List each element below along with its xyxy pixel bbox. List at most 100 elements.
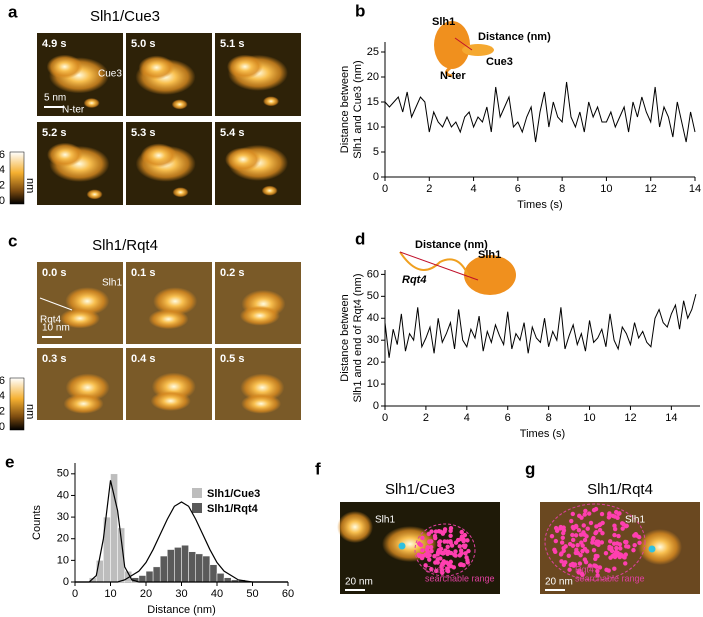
- position-dot: [442, 527, 448, 532]
- y-tick-label: 25: [367, 46, 379, 58]
- label: Slh1: [478, 249, 501, 261]
- position-dot: [570, 543, 576, 548]
- afm-blob: [337, 511, 373, 543]
- position-dot: [594, 529, 599, 535]
- x-tick-label: 2: [426, 183, 432, 195]
- center-dot: [648, 545, 656, 553]
- position-dot: [593, 553, 599, 559]
- position-dot: [559, 559, 564, 564]
- label: searchable range: [575, 573, 645, 583]
- histogram-bar: [110, 473, 118, 583]
- x-tick-label: 6: [505, 412, 511, 424]
- afm-blob: [46, 54, 83, 79]
- histogram-bar: [216, 573, 225, 583]
- label: nm: [24, 178, 36, 193]
- y-tick-label: 50: [367, 290, 379, 302]
- position-dot: [427, 553, 432, 558]
- position-dot: [591, 507, 597, 513]
- position-dot: [432, 554, 437, 559]
- position-dot: [573, 533, 579, 538]
- position-dot: [597, 565, 603, 570]
- histogram-bar: [138, 575, 147, 583]
- label: Cue3: [486, 56, 513, 68]
- y-axis-label: Slh1 and Cue3 (nm): [352, 60, 364, 158]
- position-dot: [554, 528, 560, 534]
- label: 0.4 s: [131, 353, 155, 365]
- y-tick-label: 10: [367, 121, 379, 133]
- position-dot: [429, 567, 434, 572]
- position-dot: [433, 535, 438, 541]
- label: b: [355, 1, 365, 20]
- label: 0: [0, 195, 5, 207]
- y-tick-label: 20: [367, 71, 379, 83]
- x-tick-label: 12: [624, 412, 636, 424]
- position-dot: [582, 512, 587, 517]
- position-dot: [566, 553, 572, 558]
- label: Slh1/Cue3: [90, 8, 160, 25]
- afm-blob: [140, 143, 177, 168]
- y-axis-label: Slh1 and end of Rqt4 (nm): [352, 273, 364, 402]
- label: d: [355, 229, 365, 248]
- x-axis-label: Distance (nm): [147, 604, 215, 616]
- x-axis-label: Times (s): [517, 199, 562, 211]
- position-dot: [596, 542, 601, 548]
- position-dot: [552, 547, 557, 553]
- legend-swatch: [192, 488, 202, 498]
- position-dot: [439, 565, 444, 570]
- decoration: [9, 21, 700, 594]
- label: 0.0 s: [42, 267, 66, 279]
- position-dot: [620, 521, 625, 526]
- cue3-shape: [462, 44, 494, 56]
- position-dot: [599, 511, 605, 517]
- pointer: [39, 297, 73, 311]
- position-dot: [606, 568, 611, 573]
- afm-blob: [47, 142, 84, 167]
- position-dot: [570, 532, 575, 538]
- x-tick-label: 14: [665, 412, 677, 424]
- position-dot: [612, 532, 617, 538]
- y-tick-label: 30: [367, 334, 379, 346]
- label: Rqt4: [402, 274, 426, 286]
- position-dot: [423, 563, 428, 568]
- label: Rqt4: [40, 315, 62, 326]
- x-axis-label: Times (s): [520, 428, 565, 440]
- position-dot: [463, 551, 468, 556]
- position-dot: [435, 550, 441, 555]
- x-tick-label: 14: [689, 183, 701, 195]
- position-dot: [608, 539, 613, 544]
- position-dot: [631, 547, 636, 553]
- position-dot: [424, 547, 430, 552]
- afm-blob: [225, 147, 262, 172]
- position-dot: [440, 531, 446, 536]
- search-range: [544, 503, 646, 581]
- position-dot: [438, 556, 443, 561]
- position-dot: [580, 572, 585, 578]
- position-dot: [420, 535, 425, 541]
- position-dot: [585, 526, 590, 531]
- position-dot: [451, 565, 457, 570]
- label: Slh1: [432, 16, 455, 28]
- histogram-bar: [159, 555, 168, 583]
- position-dot: [448, 539, 453, 544]
- x-tick-label: 8: [559, 183, 565, 195]
- y-tick-label: 40: [57, 489, 69, 501]
- x-tick-label: 0: [382, 183, 388, 195]
- position-dot: [626, 544, 631, 549]
- y-tick-label: 20: [57, 533, 69, 545]
- x-tick-label: 30: [175, 588, 187, 600]
- x-tick-label: 4: [471, 183, 477, 195]
- histogram-bar: [223, 577, 232, 583]
- x-tick-label: 10: [600, 183, 612, 195]
- position-dot: [573, 523, 579, 529]
- histogram-bar: [145, 570, 154, 583]
- label: a: [8, 2, 18, 21]
- x-tick-label: 60: [282, 588, 294, 600]
- histogram-bar: [181, 544, 189, 583]
- position-dot: [614, 545, 619, 551]
- position-dot: [595, 568, 600, 574]
- position-dot: [459, 529, 464, 535]
- y-tick-label: 10: [367, 378, 379, 390]
- position-dot: [576, 527, 582, 533]
- position-dot: [597, 527, 603, 533]
- label: 5 nm: [44, 93, 66, 104]
